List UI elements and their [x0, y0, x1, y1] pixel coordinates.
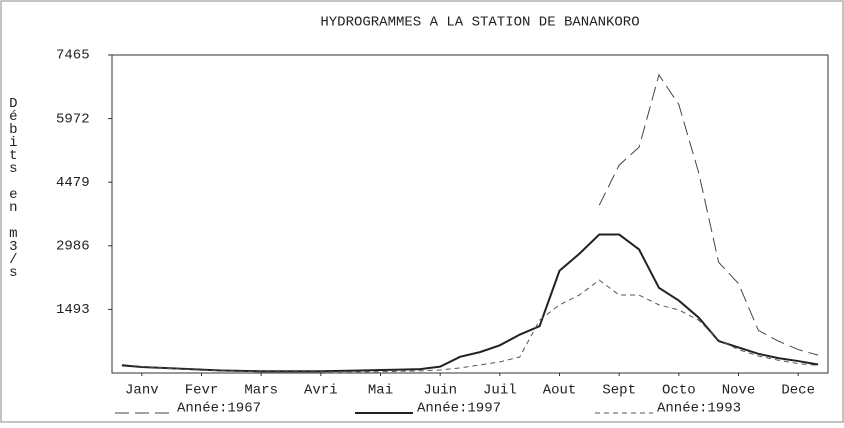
x-tick-label: Mai [368, 383, 393, 399]
x-tick-label: Juil [483, 383, 517, 399]
x-tick-label: Juin [423, 383, 457, 399]
legend-label: Année:1967 [177, 401, 261, 417]
y-tick-label: 2986 [56, 239, 90, 255]
plot-area [111, 54, 829, 374]
legend-label: Année:1993 [657, 401, 741, 417]
series-line [121, 233, 819, 373]
series-line [598, 73, 819, 356]
x-tick-label: Fevr [185, 383, 219, 399]
x-tick-label: Dece [781, 383, 815, 399]
x-tick-label: Octo [662, 383, 696, 399]
legend-label: Année:1997 [417, 401, 501, 417]
series-line [121, 279, 819, 373]
x-tick-label: Avri [304, 383, 338, 399]
y-tick-label: 4479 [56, 175, 90, 191]
chart-title: HYDROGRAMMES A LA STATION DE BANANKORO [320, 15, 639, 31]
y-tick-label: 7465 [56, 48, 90, 64]
x-tick-label: Janv [125, 383, 159, 399]
y-tick-label: 1493 [56, 302, 90, 318]
y-axis-label: Débits en m3/s [5, 96, 21, 278]
x-tick-label: Sept [602, 383, 636, 399]
x-tick-label: Mars [244, 383, 278, 399]
y-tick-label: 5972 [56, 111, 90, 127]
x-tick-label: Aout [543, 383, 577, 399]
x-tick-label: Nove [722, 383, 756, 399]
